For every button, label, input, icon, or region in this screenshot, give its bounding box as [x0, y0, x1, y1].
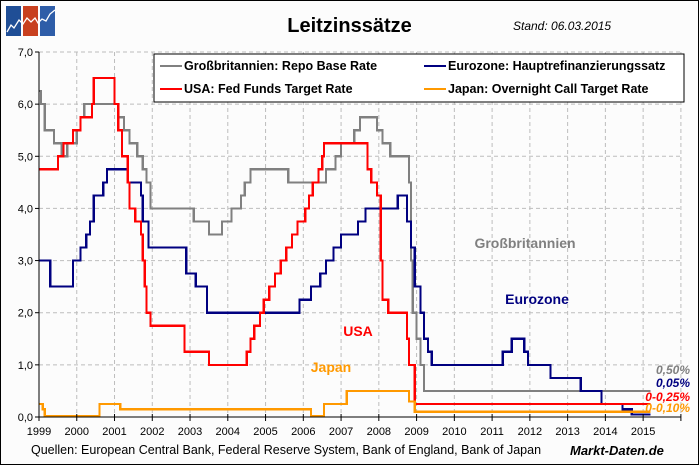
- legend: Großbritannien: Repo Base Rate Eurozone: …: [153, 53, 685, 103]
- x-tick-label: 2011: [480, 426, 504, 438]
- end-value-label-usa: 0-0,25%: [645, 390, 690, 404]
- end-value-label-uk: 0,50%: [656, 363, 690, 377]
- series-lines: [39, 77, 651, 418]
- end-value-label-eurozone: 0,05%: [656, 376, 690, 390]
- legend-label-usa: USA: Fed Funds Target Rate: [184, 82, 353, 96]
- x-tick-label: 2007: [329, 426, 353, 438]
- y-tick-label: 5,0: [18, 151, 33, 163]
- legend-label-eurozone: Eurozone: Hauptrefinanzierungssatz: [448, 59, 665, 73]
- x-tick-label: 2015: [631, 426, 655, 438]
- x-tick-label: 2004: [216, 426, 240, 438]
- inline-labels: Großbritannien Eurozone USA Japan 0,50%0,05%…: [311, 235, 691, 415]
- y-tick-label: 1,0: [18, 360, 33, 372]
- end-value-label-japan: 0-0,10%: [645, 401, 690, 415]
- x-tick-label: 2009: [404, 426, 428, 438]
- x-tick-label: 2012: [518, 426, 542, 438]
- legend-label-japan: Japan: Overnight Call Target Rate: [448, 82, 649, 96]
- chart-title: Leitzinssätze: [287, 15, 412, 37]
- legend-label-uk: Großbritannien: Repo Base Rate: [184, 59, 377, 73]
- x-tick-label: 1999: [27, 426, 51, 438]
- x-tick-label: 2008: [367, 426, 391, 438]
- legend-box: [153, 53, 685, 103]
- y-tick-label: 6,0: [18, 99, 33, 111]
- series-line-usa: [39, 77, 651, 406]
- y-tick-label: 3,0: [18, 256, 33, 268]
- y-tick-label: 0,0: [18, 412, 33, 424]
- x-tick-label: 2001: [102, 426, 126, 438]
- y-tick-label: 4,0: [18, 203, 33, 215]
- y-tick-label: 7,0: [18, 47, 33, 59]
- x-tick-label: 2013: [555, 426, 579, 438]
- y-tick-label: 2,0: [18, 308, 33, 320]
- inline-label-uk: Großbritannien: [474, 235, 575, 251]
- x-tick-label: 2014: [593, 426, 617, 438]
- x-tick-label: 2010: [442, 426, 466, 438]
- inline-label-usa: USA: [343, 323, 373, 339]
- as-of-date: Stand: 06.03.2015: [513, 19, 612, 33]
- axes: 0,0 1,0 2,0 3,0 4,0 5,0 6,0 7,0 1999 2000 2001 2002…: [18, 47, 682, 438]
- inline-label-japan: Japan: [311, 359, 351, 375]
- x-tick-label: 2005: [253, 426, 277, 438]
- series-line-eurozone: [39, 168, 651, 416]
- x-tick-label: 2003: [178, 426, 202, 438]
- source-note: Quellen: European Central Bank, Federal …: [31, 443, 542, 457]
- grid: [39, 51, 682, 417]
- inline-label-eurozone: Eurozone: [505, 291, 569, 307]
- brand-label: Markt-Daten.de: [570, 443, 664, 458]
- market-chart-logo-icon: [6, 6, 56, 41]
- x-tick-label: 2002: [140, 426, 164, 438]
- series-line-japan: [39, 389, 651, 418]
- x-tick-label: 2000: [65, 426, 89, 438]
- x-tick-label: 2006: [291, 426, 315, 438]
